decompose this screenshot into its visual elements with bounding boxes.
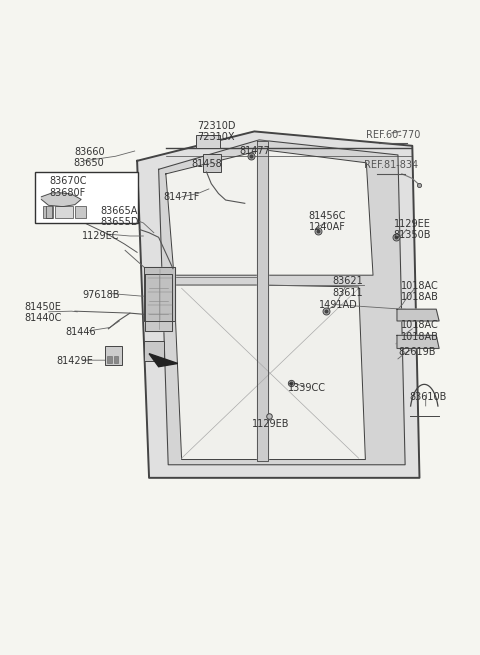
Polygon shape <box>397 309 439 321</box>
Bar <box>55 206 73 217</box>
Bar <box>144 341 164 362</box>
Text: 1491AD: 1491AD <box>319 299 358 310</box>
Polygon shape <box>174 285 365 460</box>
Text: 1018AC
1018AB: 1018AC 1018AB <box>400 281 438 303</box>
Text: 81450E
81440C: 81450E 81440C <box>24 302 61 324</box>
Text: 83665A
83655D: 83665A 83655D <box>100 206 139 227</box>
Polygon shape <box>41 193 81 206</box>
Bar <box>203 154 221 172</box>
Text: 81446: 81446 <box>66 327 96 337</box>
Bar <box>196 135 220 148</box>
Text: 97618B: 97618B <box>83 290 120 300</box>
Text: 81477: 81477 <box>239 146 270 156</box>
Text: 83660
83650: 83660 83650 <box>74 147 105 168</box>
Bar <box>107 356 112 363</box>
Text: 81458: 81458 <box>191 159 222 169</box>
Text: 82619B: 82619B <box>398 346 436 357</box>
Text: 83621
83611: 83621 83611 <box>332 276 363 298</box>
Text: 81471F: 81471F <box>163 192 200 202</box>
Text: 81456C
1240AF: 81456C 1240AF <box>308 211 346 233</box>
Bar <box>114 356 119 363</box>
Polygon shape <box>166 150 373 275</box>
Text: REF.60-770: REF.60-770 <box>366 130 420 140</box>
Bar <box>35 172 138 223</box>
Text: 83670C
83680F: 83670C 83680F <box>49 176 86 198</box>
Polygon shape <box>257 141 268 462</box>
Polygon shape <box>149 354 178 367</box>
Text: REF.81-834: REF.81-834 <box>364 160 418 170</box>
Text: 1129EC: 1129EC <box>83 231 120 241</box>
Polygon shape <box>144 267 175 321</box>
Polygon shape <box>137 132 420 478</box>
Text: 72310D
72310X: 72310D 72310X <box>197 121 235 142</box>
Bar <box>43 206 53 217</box>
Text: 1018AC
1018AB: 1018AC 1018AB <box>400 320 438 341</box>
Bar <box>105 346 122 365</box>
Bar <box>75 206 86 217</box>
Polygon shape <box>145 274 172 331</box>
Text: 1339CC: 1339CC <box>288 383 326 392</box>
Text: 1129EB: 1129EB <box>252 419 290 429</box>
Text: 83610B: 83610B <box>409 392 447 402</box>
Text: 81429E: 81429E <box>57 356 93 367</box>
Polygon shape <box>397 335 439 348</box>
Text: 1129EE
81350B: 1129EE 81350B <box>394 219 431 240</box>
Polygon shape <box>158 140 405 465</box>
